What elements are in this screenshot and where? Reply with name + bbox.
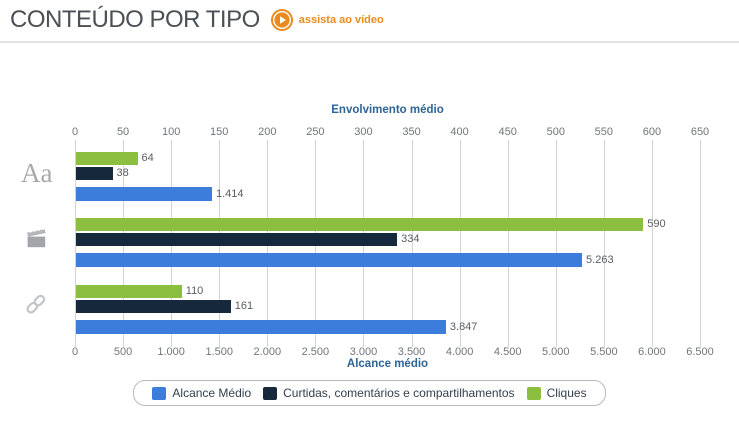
bar-value-label: 5.263 (586, 254, 614, 266)
tick-label: 2.500 (301, 346, 330, 358)
tick-label: 6.500 (686, 346, 714, 358)
tick-label: 5.000 (542, 346, 570, 358)
tick-label: 450 (498, 126, 517, 138)
bar-value-label: 1.414 (215, 188, 244, 200)
gridline (411, 140, 413, 347)
link-icon (23, 290, 49, 323)
text-icon: Aa (21, 158, 53, 188)
gridline (603, 140, 605, 347)
watch-video-label: assista ao vídeo (298, 14, 384, 26)
tick-label: 0 (71, 126, 79, 138)
bottom-axis-title: Alcance médio (346, 358, 429, 370)
tick-label: 350 (402, 126, 421, 138)
tick-label: 500 (546, 126, 565, 138)
tick-label: 1.000 (157, 346, 185, 358)
gridline (700, 140, 701, 347)
bar-video-series0[interactable] (76, 253, 583, 267)
bar-text-series1[interactable] (76, 167, 113, 180)
legend-label-cliques: Cliques (546, 386, 587, 400)
bar-value-label: 334 (401, 233, 420, 245)
bar-text-series0[interactable] (76, 187, 212, 201)
bar-text-series2[interactable] (76, 152, 138, 165)
bottom-axis-ticks: 0 500 1.000 1.500 2.000 2.500 3.000 3.500 4.000 4… (71, 346, 714, 359)
legend-container: Alcance Médio Curtidas, comentários e co… (0, 380, 739, 406)
tick-label: 2.000 (253, 346, 282, 358)
bar-link-series1[interactable] (76, 300, 231, 313)
gridline (75, 140, 76, 347)
tick-label: 400 (450, 126, 469, 138)
tick-label: 600 (642, 126, 662, 138)
tick-label: 150 (210, 126, 229, 138)
watch-video-link[interactable]: assista ao vídeo (270, 8, 384, 32)
gridline (555, 140, 557, 347)
tick-label: 0 (71, 346, 79, 358)
gridline (507, 140, 509, 347)
legend-label-curtidas: Curtidas, comentários e compartilhamento… (283, 386, 515, 400)
tick-label: 650 (690, 126, 710, 138)
gridline (459, 140, 461, 347)
tick-label: 3.000 (349, 346, 378, 358)
top-axis-title: Envolvimento médio (331, 104, 444, 116)
tick-label: 50 (116, 126, 130, 138)
bar-video-series2[interactable] (76, 218, 644, 231)
bar-value-label: 38 (116, 167, 129, 179)
legend-item-cliques[interactable]: Cliques (526, 386, 587, 400)
page-title: CONTEÚDO POR TIPO (10, 6, 260, 33)
tick-label: 1.500 (205, 346, 233, 358)
bar-link-series2[interactable] (76, 285, 182, 298)
tick-label: 500 (113, 346, 133, 358)
bar-value-label: 590 (647, 218, 666, 230)
plot-area: 64 38 1.414 590 334 5.263 110 161 3.847 (75, 140, 701, 347)
legend-swatch-curtidas (263, 386, 278, 400)
tick-label: 100 (161, 126, 181, 138)
tick-label: 4.000 (445, 346, 474, 358)
legend-item-curtidas[interactable]: Curtidas, comentários e compartilhamento… (263, 386, 515, 400)
video-icon (25, 227, 47, 254)
tick-label: 4.500 (493, 346, 522, 358)
tick-label: 6.000 (638, 346, 666, 358)
tick-label: 200 (258, 126, 277, 138)
legend-swatch-cliques (526, 386, 541, 400)
bar-value-label: 3.847 (449, 321, 478, 333)
bar-value-label: 161 (234, 300, 254, 312)
header-divider (0, 41, 739, 43)
tick-label: 550 (594, 126, 614, 138)
tick-label: 5.500 (590, 346, 618, 358)
tick-label: 300 (354, 126, 373, 138)
legend-item-alcance-medio[interactable]: Alcance Médio (152, 386, 251, 400)
tick-label: 3.500 (397, 346, 426, 358)
legend-swatch-alcance-medio (152, 386, 167, 400)
bar-value-label: 64 (141, 152, 154, 164)
play-icon[interactable] (270, 8, 294, 32)
top-axis-ticks: 0 50 100 150 200 250 300 350 400 450 500 550 600 650 (71, 126, 709, 139)
legend-label-alcance-medio: Alcance Médio (172, 386, 252, 400)
bar-value-label: 110 (185, 285, 204, 297)
tick-label: 250 (306, 126, 325, 138)
bar-video-series1[interactable] (76, 233, 398, 246)
header: CONTEÚDO POR TIPO assista ao vídeo (10, 6, 384, 34)
gridline (651, 140, 653, 347)
bar-link-series0[interactable] (76, 320, 446, 334)
legend: Alcance Médio Curtidas, comentários e co… (133, 380, 606, 406)
